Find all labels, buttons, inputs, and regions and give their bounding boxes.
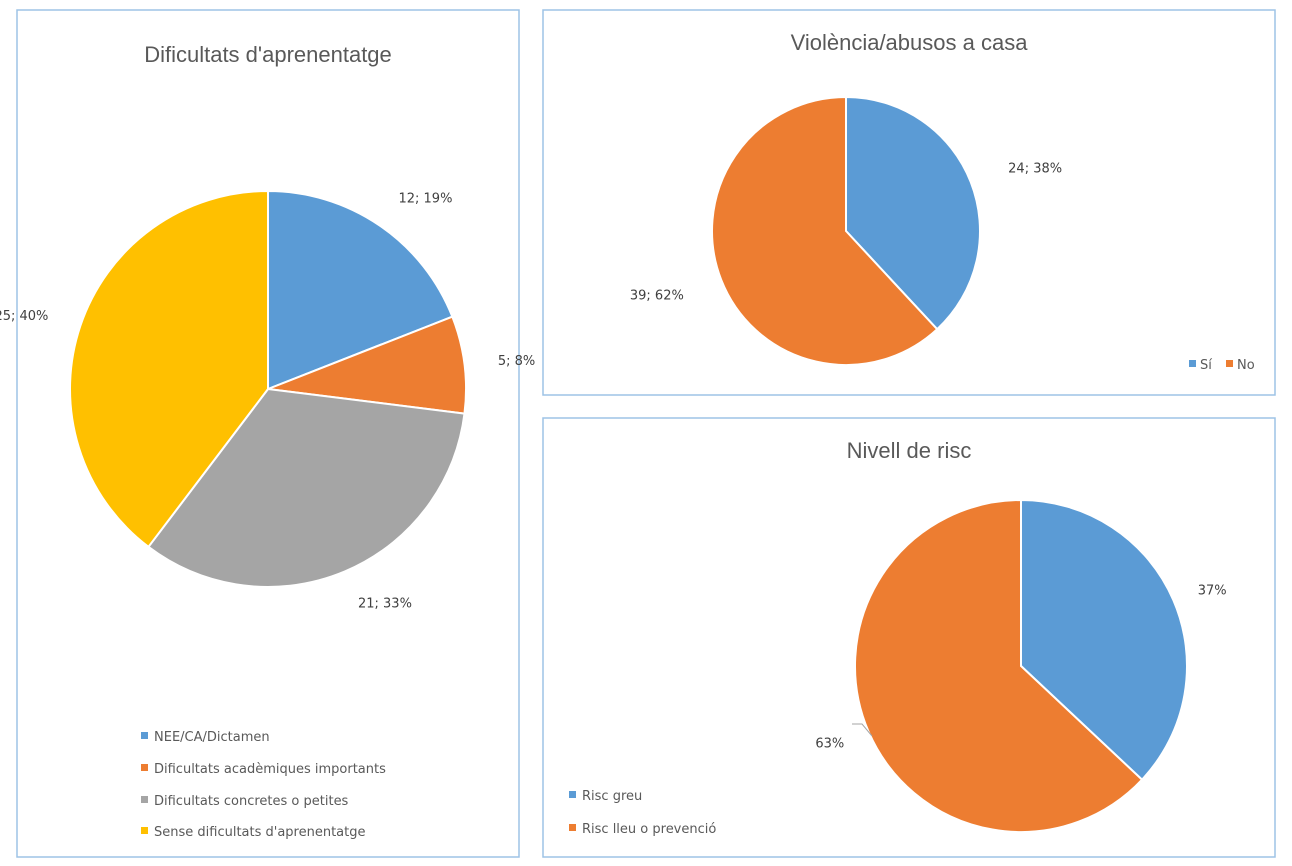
legend-item: Sí	[1200, 358, 1212, 373]
pie-slice	[267, 315, 467, 415]
chart-title: Violència/abusos a casa	[791, 30, 1029, 55]
data-label: 12; 19%	[398, 192, 452, 207]
legend-item: Risc lleu o prevenció	[582, 822, 716, 837]
leader-line	[852, 723, 873, 737]
legend-swatch	[141, 827, 148, 834]
legend-swatch	[141, 796, 148, 803]
pie-slice	[69, 189, 269, 549]
legend-swatch	[569, 791, 576, 798]
legend: Sí No	[1189, 358, 1255, 373]
pie-slice	[1020, 498, 1188, 782]
pie-slice	[267, 189, 454, 391]
legend-swatch	[1189, 360, 1196, 367]
chart-title: Dificultats d'aprenentatge	[144, 42, 392, 67]
legend-item: No	[1237, 358, 1255, 373]
pie-learning-difficulties: 12; 19% 5; 8% 21; 33% 25; 40%	[0, 189, 535, 611]
data-label: 5; 8%	[498, 354, 535, 369]
legend-swatch	[1226, 360, 1233, 367]
legend-swatch	[569, 824, 576, 831]
legend: Risc greu Risc lleu o prevenció	[569, 789, 716, 837]
legend-item: Dificultats acadèmiques importants	[154, 762, 386, 777]
legend-swatch	[141, 764, 148, 771]
legend-item: Risc greu	[582, 789, 642, 804]
data-label: 63%	[815, 736, 844, 751]
legend-item: Dificultats concretes o petites	[154, 794, 349, 809]
data-label: 21; 33%	[358, 596, 412, 611]
data-label: 39; 62%	[630, 289, 684, 304]
pie-slice	[711, 95, 939, 366]
pie-slice	[845, 95, 981, 331]
pie-slice	[147, 387, 466, 588]
data-label: 24; 38%	[1008, 161, 1062, 176]
data-label: 37%	[1198, 584, 1227, 599]
chart-title: Nivell de risc	[847, 438, 972, 463]
pie-risk-level: 37% 63%	[815, 498, 1227, 833]
pie-home-violence: 24; 38% 39; 62%	[630, 95, 1062, 366]
legend-swatch	[141, 732, 148, 739]
legend: NEE/CA/Dictamen Dificultats acadèmiques …	[141, 730, 386, 840]
legend-item: NEE/CA/Dictamen	[154, 730, 270, 745]
data-label: 25; 40%	[0, 309, 48, 324]
legend-item: Sense dificultats d'aprenentatge	[154, 825, 366, 840]
